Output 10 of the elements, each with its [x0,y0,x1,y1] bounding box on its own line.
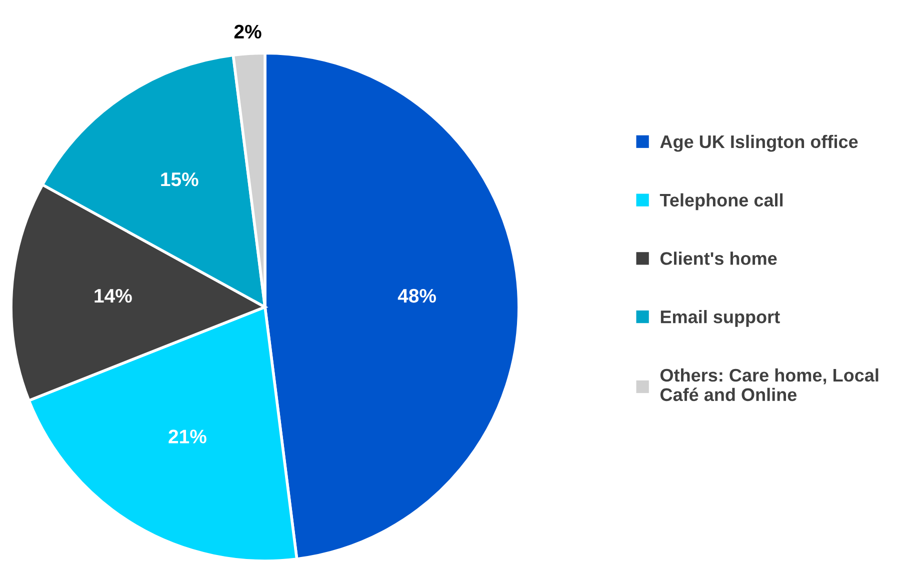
data-label: 48% [398,288,436,303]
data-label: 2% [234,24,262,39]
legend-label: Client's home [660,252,777,265]
legend-label: Age UK Islington office [660,134,858,152]
legend-label: Email support [660,310,780,327]
data-label: 14% [94,288,132,303]
legend-label: Telephone call [660,193,783,210]
data-label: 15% [161,172,198,186]
data-label: 21% [168,430,206,444]
legend-label: Others: Care home, Local Café and Online [660,368,878,402]
